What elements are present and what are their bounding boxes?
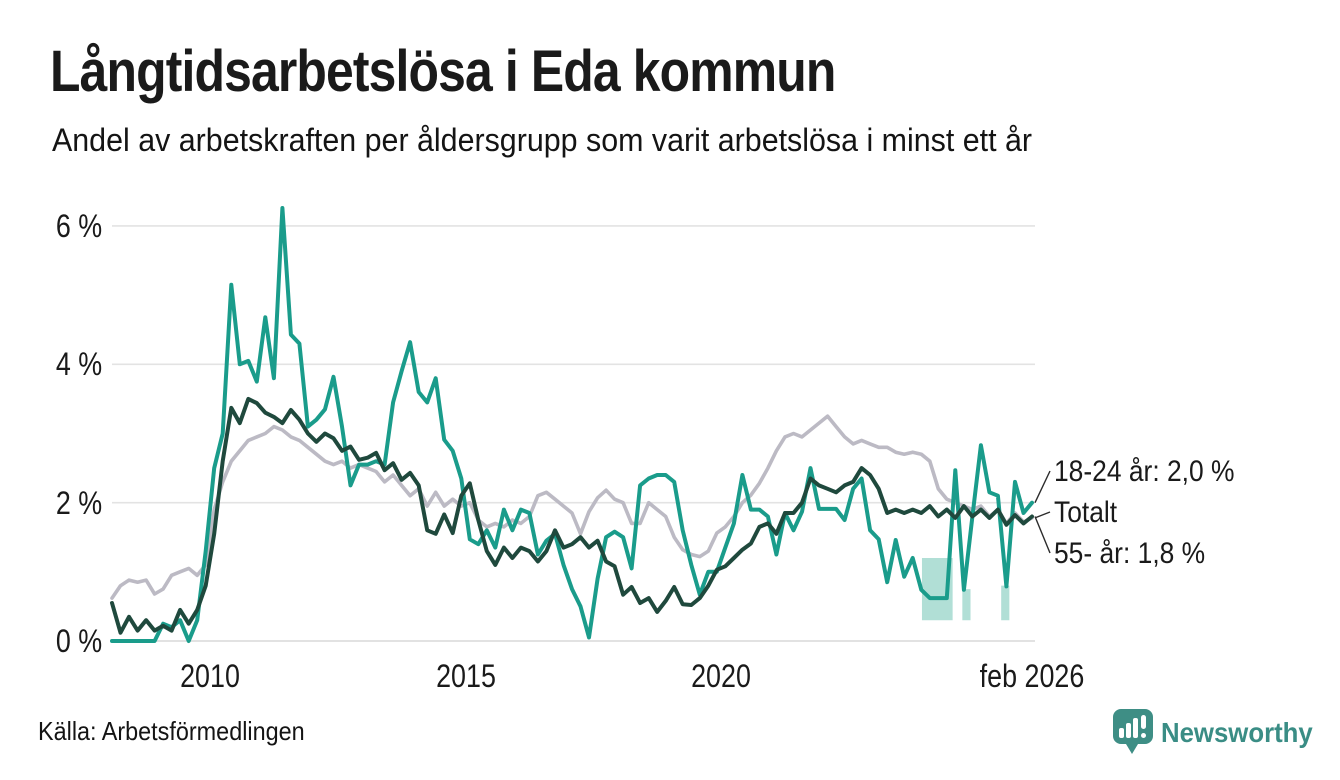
- series-label-totalt: Totalt: [1054, 496, 1118, 529]
- page-subtitle: Andel av arbetskraften per åldersgrupp s…: [52, 122, 1033, 158]
- x-axis-tick-2015: 2015: [435, 658, 496, 694]
- newsworthy-wordmark: Newsworthy: [1161, 717, 1313, 748]
- newsworthy-logo: Newsworthy: [1112, 708, 1326, 761]
- newsworthy-logo-icon: [1112, 708, 1154, 761]
- y-axis-tick-6: 6 %: [55, 207, 102, 244]
- x-axis-tick-feb-2026: feb 2026: [979, 658, 1085, 694]
- y-axis-tick-2: 2 %: [55, 484, 102, 521]
- x-axis-tick-2020: 2020: [691, 658, 751, 694]
- y-axis-tick-4: 4 %: [55, 346, 102, 383]
- x-axis-tick-2010: 2010: [180, 658, 240, 694]
- series-label-55: 55- år: 1,8 %: [1054, 537, 1206, 570]
- y-axis-tick-0: 0 %: [55, 623, 102, 659]
- source-note: Källa: Arbetsförmedlingen: [38, 716, 305, 746]
- page-title: Långtidsarbetslösa i Eda kommun: [50, 39, 836, 104]
- series-label-18-24: 18-24 år: 2,0 %: [1054, 455, 1235, 488]
